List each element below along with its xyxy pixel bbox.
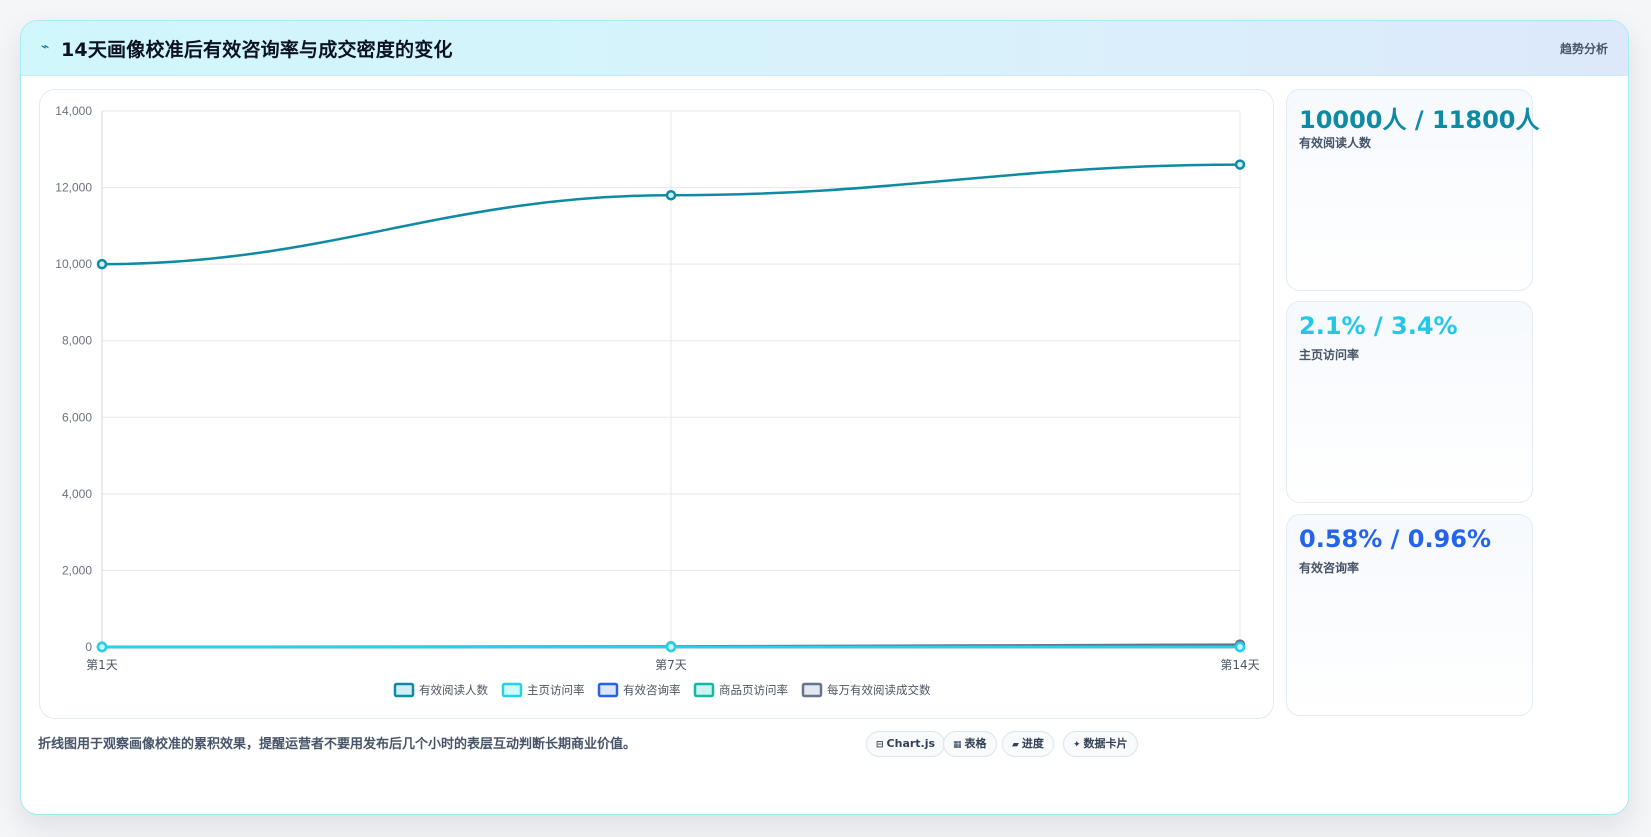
pill-chartjs[interactable]: ⊟ Chart.js — [866, 731, 946, 757]
y-tick-label: 4,000 — [62, 487, 92, 501]
y-tick-label: 6,000 — [62, 410, 92, 424]
stat-card-readers: 10000人 / 11800人 有效阅读人数 — [1286, 89, 1539, 291]
stat-card-homepage-rate: 2.1% / 3.4% 主页访问率 — [1286, 301, 1533, 503]
y-tick-label: 8,000 — [62, 334, 92, 348]
stat-label: 主页访问率 — [1299, 348, 1360, 362]
progress-icon: ▰ — [1012, 740, 1019, 750]
x-tick-label: 第7天 — [655, 658, 687, 672]
stat-value: 2.1% / 3.4% — [1299, 312, 1458, 340]
y-tick-label: 2,000 — [62, 563, 92, 577]
legend-label: 主页访问率 — [527, 683, 585, 697]
card-title: 14天画像校准后有效咨询率与成交密度的变化 — [61, 39, 453, 61]
y-tick-label: 10,000 — [55, 257, 92, 271]
y-tick-label: 14,000 — [55, 104, 92, 118]
legend-swatch — [393, 682, 415, 698]
data-point — [1234, 641, 1246, 653]
pill-label: Chart.js — [886, 737, 936, 750]
pill-data-cards[interactable]: ✦ 数据卡片 — [1063, 731, 1138, 757]
data-point — [96, 258, 108, 270]
pill-table[interactable]: ▦ 表格 — [943, 731, 997, 757]
legend-label: 商品页访问率 — [719, 683, 788, 697]
legend-label: 每万有效阅读成交数 — [827, 683, 931, 697]
stat-label: 有效阅读人数 — [1299, 136, 1372, 150]
y-tick-label: 12,000 — [55, 181, 92, 195]
pill-label: 表格 — [964, 737, 987, 750]
pill-progress[interactable]: ▰ 进度 — [1002, 731, 1054, 757]
legend-label: 有效阅读人数 — [419, 683, 488, 697]
chart-panel: 0 2,000 4,000 6,000 8,000 10,000 12,000 14,000 第… — [39, 89, 1274, 719]
legend-label: 有效咨询率 — [623, 683, 681, 697]
data-point — [665, 189, 677, 201]
chart-icon: ⊟ — [876, 740, 884, 750]
card-header: ⌁ 14天画像校准后有效咨询率与成交密度的变化 趋势分析 — [21, 21, 1628, 76]
legend-swatch — [501, 682, 523, 698]
legend-swatch — [597, 682, 619, 698]
footer-note: 折线图用于观察画像校准的累积效果，提醒运营者不要用发布后几个小时的表层互动判断长… — [38, 737, 637, 752]
trend-icon: ⌁ — [41, 39, 50, 55]
stat-label: 有效咨询率 — [1299, 561, 1360, 575]
card-icon: ✦ — [1073, 740, 1081, 750]
data-point — [1234, 159, 1246, 170]
legend-swatch — [801, 682, 823, 698]
data-point — [96, 641, 108, 653]
stat-value: 0.58% / 0.96% — [1299, 525, 1491, 553]
data-point — [665, 641, 677, 653]
table-icon: ▦ — [953, 740, 962, 750]
stat-value: 10000人 / 11800人 — [1299, 106, 1540, 134]
pill-label: 进度 — [1021, 737, 1044, 750]
x-tick-label: 第14天 — [1220, 658, 1259, 672]
legend-swatch — [693, 682, 715, 698]
line-chart: 0 2,000 4,000 6,000 8,000 10,000 12,000 14,000 第… — [55, 104, 1260, 698]
stat-card-consult-rate: 0.58% / 0.96% 有效咨询率 — [1286, 514, 1533, 716]
y-tick-label: 0 — [85, 640, 92, 654]
trend-analysis-tag: 趋势分析 — [1559, 42, 1608, 56]
x-tick-label: 第1天 — [86, 658, 118, 672]
chart-card: ⌁ 14天画像校准后有效咨询率与成交密度的变化 趋势分析 0 2,000 4,000… — [20, 20, 1629, 815]
pill-label: 数据卡片 — [1083, 737, 1128, 750]
